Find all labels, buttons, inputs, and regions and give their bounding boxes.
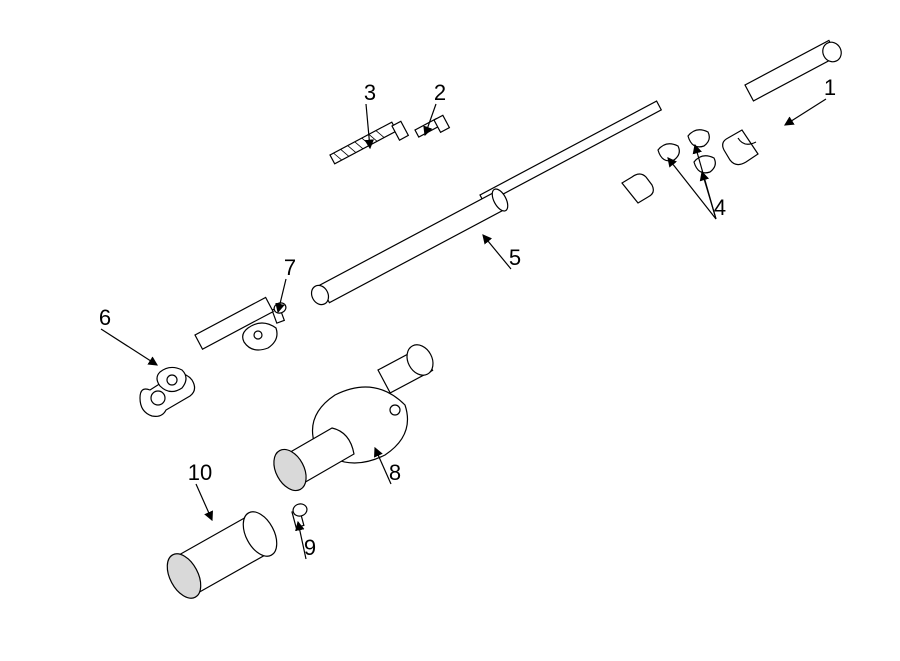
callout-9: 9	[298, 522, 316, 560]
callout-label-1: 1	[824, 75, 836, 100]
callout-5: 5	[483, 235, 521, 270]
callout-1: 1	[785, 75, 836, 125]
exploded-diagram: 1 2 3 4 5 6 7 8 9 10	[0, 0, 900, 661]
callout-label-3: 3	[364, 80, 376, 105]
part-bearing-halves	[658, 130, 715, 173]
callout-label-5: 5	[509, 245, 521, 270]
callout-label-6: 6	[99, 305, 111, 330]
part-boot-flange	[267, 340, 438, 496]
part-lower-coupling	[140, 297, 277, 416]
callout-label-4: 4	[714, 195, 726, 220]
callout-6: 6	[99, 305, 157, 365]
callout-label-8: 8	[389, 460, 401, 485]
callout-10: 10	[188, 460, 212, 520]
part-upper-shaft	[723, 39, 845, 165]
part-lower-boot	[160, 506, 283, 604]
part-flange-bolt	[292, 502, 309, 527]
part-bolt-short	[415, 115, 449, 137]
callout-label-2: 2	[434, 80, 446, 105]
callout-label-9: 9	[304, 535, 316, 560]
callout-label-7: 7	[284, 255, 296, 280]
part-intermediate-shaft	[308, 101, 661, 307]
callout-label-10: 10	[188, 460, 212, 485]
